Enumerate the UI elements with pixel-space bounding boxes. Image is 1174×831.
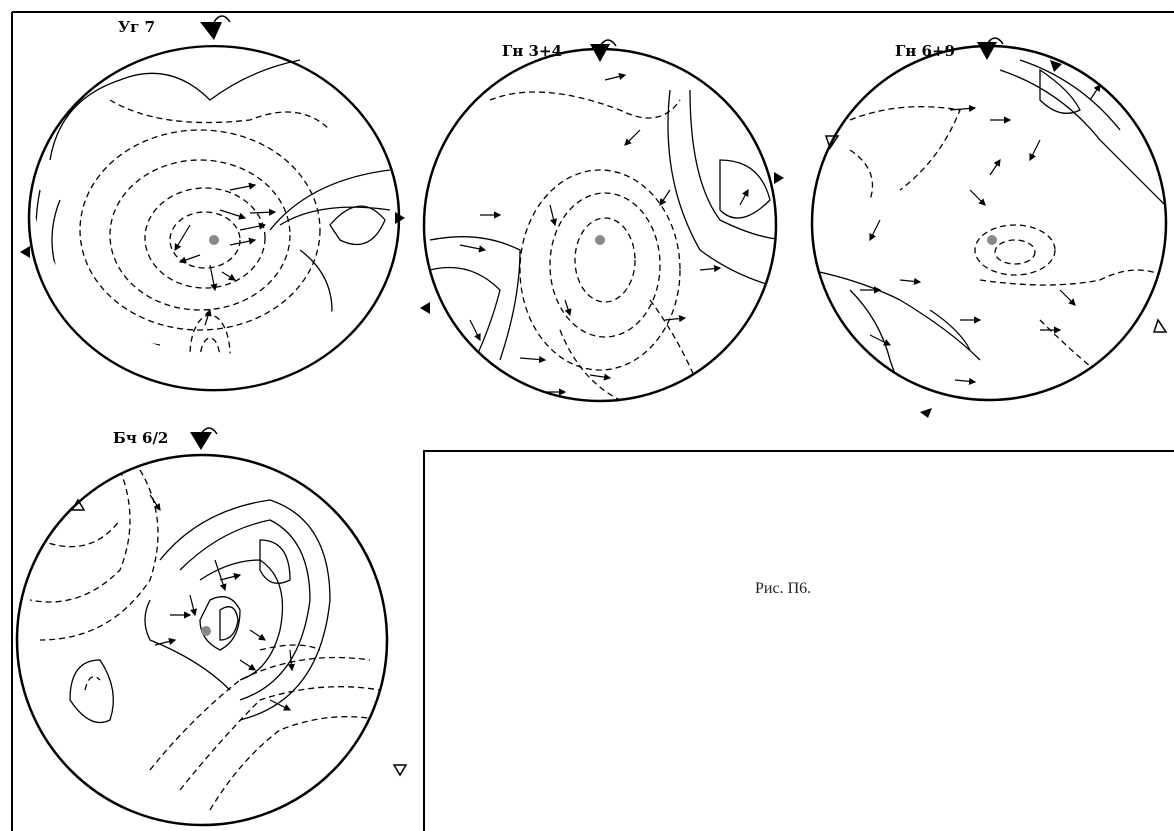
stereonet-panel-2: Гн 3+4 (420, 39, 784, 403)
shear-arrow-icon (920, 408, 932, 418)
north-arrow-icon (977, 37, 1004, 60)
stereonet-panel-3: Гн 6+9 (810, 37, 1168, 418)
shear-arrow-icon (774, 172, 784, 184)
center-dot (209, 235, 219, 245)
north-arrow-icon (190, 427, 218, 450)
shear-arrow-icon (20, 246, 30, 258)
panel-1-label: Уг 7 (118, 18, 155, 36)
north-arrow-icon (590, 39, 617, 62)
shear-arrow-icon (392, 764, 408, 777)
shear-arrow-icon (1050, 60, 1062, 72)
shear-arrow-icon (420, 302, 430, 314)
shear-arrow-icon (1152, 318, 1168, 333)
shear-arrow-icon (70, 498, 86, 511)
center-dot (201, 626, 211, 636)
north-arrow-icon (200, 15, 231, 40)
stereonet-panel-4: Бч 6/2 (15, 427, 408, 827)
shear-arrow-icon (395, 212, 405, 224)
center-dot (987, 235, 997, 245)
center-dot (595, 235, 605, 245)
panel-4-label: Бч 6/2 (113, 429, 168, 447)
primitive-circle (422, 47, 778, 403)
panel-3-label: Гн 6+9 (895, 42, 955, 60)
shear-arrow-icon (824, 135, 840, 150)
figure-caption: Рис. П6. (755, 580, 812, 597)
primitive-circle (810, 44, 1168, 402)
panel-2-label: Гн 3+4 (502, 42, 562, 60)
stereonet-panel-1: Уг 7 (20, 15, 405, 392)
caption-panel: Рис. П6. (423, 450, 1174, 831)
primitive-circle (15, 453, 389, 827)
